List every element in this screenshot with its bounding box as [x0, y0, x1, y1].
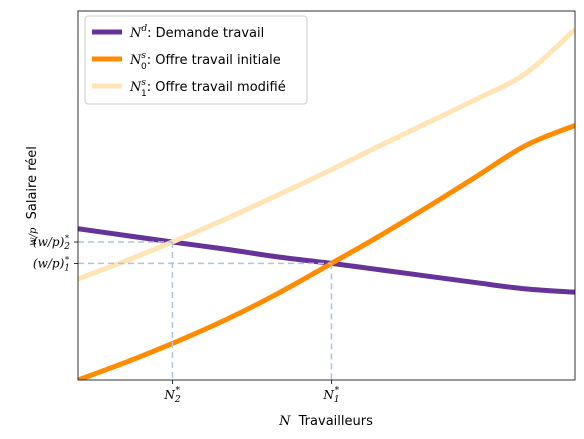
series-line-0: [78, 226, 575, 295]
legend-label-0: Nd: Demande travail: [129, 24, 264, 41]
legend: Nd: Demande travail Ns 0: Offre travail in…: [84, 15, 308, 105]
y-tick-label-0: (w/p)2*: [33, 234, 70, 252]
y-axis-label: w/p Salaire réel: [25, 146, 40, 246]
x-tick-label-0: N2*: [163, 386, 181, 405]
svg-text:w/p Salaire réel: w/p Salaire réel: [25, 146, 40, 246]
equilibrium-guides: [78, 241, 333, 380]
x-axis-variable: N: [278, 414, 291, 429]
y-axis-variable: w/p: [28, 227, 39, 246]
x-axis-text: Travailleurs: [298, 414, 373, 429]
legend-label-2: Ns 1: Offre travail modifié: [129, 78, 286, 99]
y-axis-text: Salaire réel: [25, 146, 40, 219]
legend-box: [84, 15, 308, 105]
plot-frame: [77, 10, 576, 381]
y-tick-label-1: (w/p)1*: [33, 255, 70, 273]
axis-ticks: N2* N1* (w/p)2* (w/p)1*: [33, 234, 340, 405]
legend-label-1: Ns 0: Offre travail initiale: [129, 51, 281, 72]
x-tick-label-1: N1*: [322, 386, 339, 405]
series-line-2: [78, 27, 575, 282]
x-axis-label: N Travailleurs: [278, 414, 373, 429]
